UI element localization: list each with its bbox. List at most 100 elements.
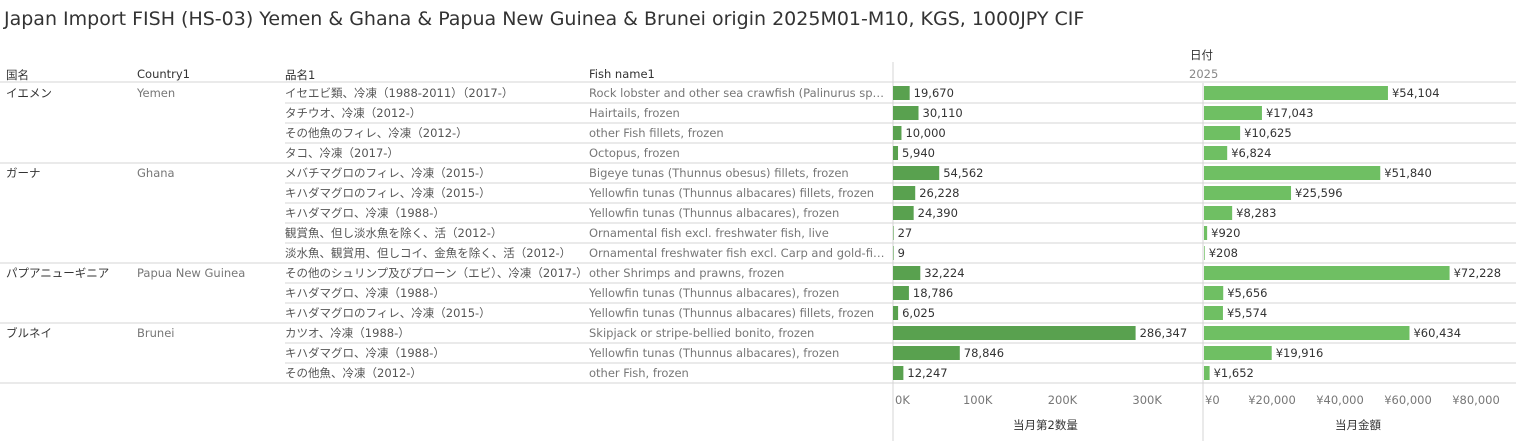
product-jp-label: イセエビ類、冷凍（1988-2011）（2017-）	[285, 86, 514, 100]
qty-value-label: 6,025	[902, 306, 935, 320]
amt-bar	[1204, 306, 1223, 320]
qty-value-label: 12,247	[907, 366, 947, 380]
amt-bar	[1204, 186, 1292, 200]
header-country: Country1	[137, 67, 191, 81]
qty-tick-label: 100K	[963, 393, 993, 407]
amt-value-label: ¥19,916	[1276, 346, 1324, 360]
qty-value-label: 32,224	[924, 266, 964, 280]
amt-value-label: ¥25,596	[1295, 186, 1343, 200]
product-jp-label: その他魚、冷凍（2012-）	[285, 366, 422, 380]
product-jp-label: タコ、冷凍（2017-）	[285, 146, 399, 160]
qty-bar	[893, 106, 919, 120]
qty-value-label: 26,228	[919, 186, 959, 200]
year-header: 2025	[1189, 67, 1219, 81]
amt-bar	[1204, 146, 1228, 160]
amt-bar	[1204, 286, 1224, 300]
date-header: 日付	[1190, 48, 1213, 62]
amt-value-label: ¥920	[1211, 226, 1240, 240]
qty-bar	[893, 366, 904, 380]
amt-tick-label: ¥20,000	[1248, 393, 1296, 407]
qty-bar	[893, 206, 914, 220]
amt-value-label: ¥6,824	[1231, 146, 1271, 160]
amt-value-label: ¥5,656	[1227, 286, 1267, 300]
amt-bar	[1204, 246, 1205, 260]
amt-value-label: ¥1,652	[1214, 366, 1254, 380]
qty-bar	[893, 226, 894, 240]
country-en-label: Brunei	[137, 326, 175, 340]
product-jp-label: キハダマグロ、冷凍（1988-）	[285, 346, 445, 360]
country-jp-label: ブルネイ	[6, 326, 52, 340]
qty-value-label: 10,000	[905, 126, 945, 140]
qty-value-label: 24,390	[918, 206, 958, 220]
amt-value-label: ¥8,283	[1236, 206, 1276, 220]
qty-tick-label: 300K	[1132, 393, 1162, 407]
qty-bar	[893, 266, 921, 280]
qty-value-label: 18,786	[913, 286, 953, 300]
product-jp-label: キハダマグロのフィレ、冷凍（2015-）	[285, 306, 491, 320]
qty-bar	[893, 86, 910, 100]
amt-tick-label: ¥80,000	[1452, 393, 1500, 407]
qty-value-label: 27	[898, 226, 913, 240]
product-jp-label: 観賞魚、但し淡水魚を除く、活（2012-）	[285, 226, 503, 240]
amt-value-label: ¥54,104	[1392, 86, 1440, 100]
qty-axis-title: 当月第2数量	[1013, 418, 1078, 432]
chart-title: Japan Import FISH (HS-03) Yemen & Ghana …	[4, 8, 1085, 30]
qty-value-label: 30,110	[923, 106, 963, 120]
qty-bar	[893, 146, 899, 160]
amt-bar	[1204, 106, 1262, 120]
amt-bar	[1204, 206, 1233, 220]
amt-tick-label: ¥60,000	[1384, 393, 1432, 407]
amt-bar	[1204, 166, 1381, 180]
product-jp-label: その他のシュリンプ及びプローン（エビ）、冷凍（2017-）	[285, 266, 585, 280]
amt-value-label: ¥17,043	[1266, 106, 1314, 120]
qty-bar	[893, 306, 899, 320]
country-en-label: Ghana	[137, 166, 175, 180]
product-jp-label: その他魚のフィレ、冷凍（2012-）	[285, 126, 468, 140]
amt-bar	[1204, 346, 1272, 360]
qty-value-label: 78,846	[964, 346, 1004, 360]
amt-value-label: ¥208	[1209, 246, 1238, 260]
amt-value-label: ¥10,625	[1244, 126, 1292, 140]
qty-value-label: 54,562	[943, 166, 983, 180]
amt-value-label: ¥60,434	[1413, 326, 1461, 340]
country-en-label: Yemen	[137, 86, 176, 100]
qty-bar	[893, 186, 916, 200]
product-jp-label: キハダマグロのフィレ、冷凍（2015-）	[285, 186, 491, 200]
product-jp-label: タチウオ、冷凍（2012-）	[285, 106, 422, 120]
product-jp-label: カツオ、冷凍（1988-）	[285, 326, 410, 340]
amt-tick-label: ¥0	[1205, 393, 1220, 407]
qty-bar	[893, 286, 909, 300]
header-hinmei: 品名1	[285, 68, 316, 82]
country-jp-label: イエメン	[6, 86, 52, 100]
country-jp-label: ガーナ	[6, 166, 41, 180]
qty-value-label: 286,347	[1140, 326, 1188, 340]
country-en-label: Papua New Guinea	[137, 266, 246, 280]
amt-bar	[1204, 86, 1388, 100]
qty-bar	[893, 126, 902, 140]
amt-tick-label: ¥40,000	[1316, 393, 1364, 407]
amt-value-label: ¥72,228	[1454, 266, 1502, 280]
amt-bar	[1204, 266, 1450, 280]
header-kokumei: 国名	[6, 68, 29, 82]
amt-axis-title: 当月金額	[1335, 418, 1381, 432]
amt-bar	[1204, 326, 1410, 340]
qty-bar	[893, 326, 1136, 340]
header-fish-name: Fish name1	[589, 67, 655, 81]
product-jp-label: キハダマグロ、冷凍（1988-）	[285, 286, 445, 300]
product-jp-label: キハダマグロ、冷凍（1988-）	[285, 206, 445, 220]
qty-tick-label: 0K	[895, 393, 910, 407]
amt-value-label: ¥5,574	[1227, 306, 1267, 320]
qty-value-label: 19,670	[914, 86, 954, 100]
country-jp-label: パプアニューギニア	[6, 266, 110, 280]
amt-value-label: ¥51,840	[1384, 166, 1432, 180]
amt-bar	[1204, 126, 1241, 140]
qty-value-label: 5,940	[902, 146, 935, 160]
amt-bar	[1204, 226, 1208, 240]
qty-tick-label: 200K	[1048, 393, 1078, 407]
qty-bar	[893, 346, 960, 360]
qty-bar	[893, 246, 894, 260]
product-jp-label: 淡水魚、観賞用、但しコイ、金魚を除く、活（2012-）	[285, 246, 572, 260]
qty-bar	[893, 166, 940, 180]
qty-value-label: 9	[898, 246, 905, 260]
